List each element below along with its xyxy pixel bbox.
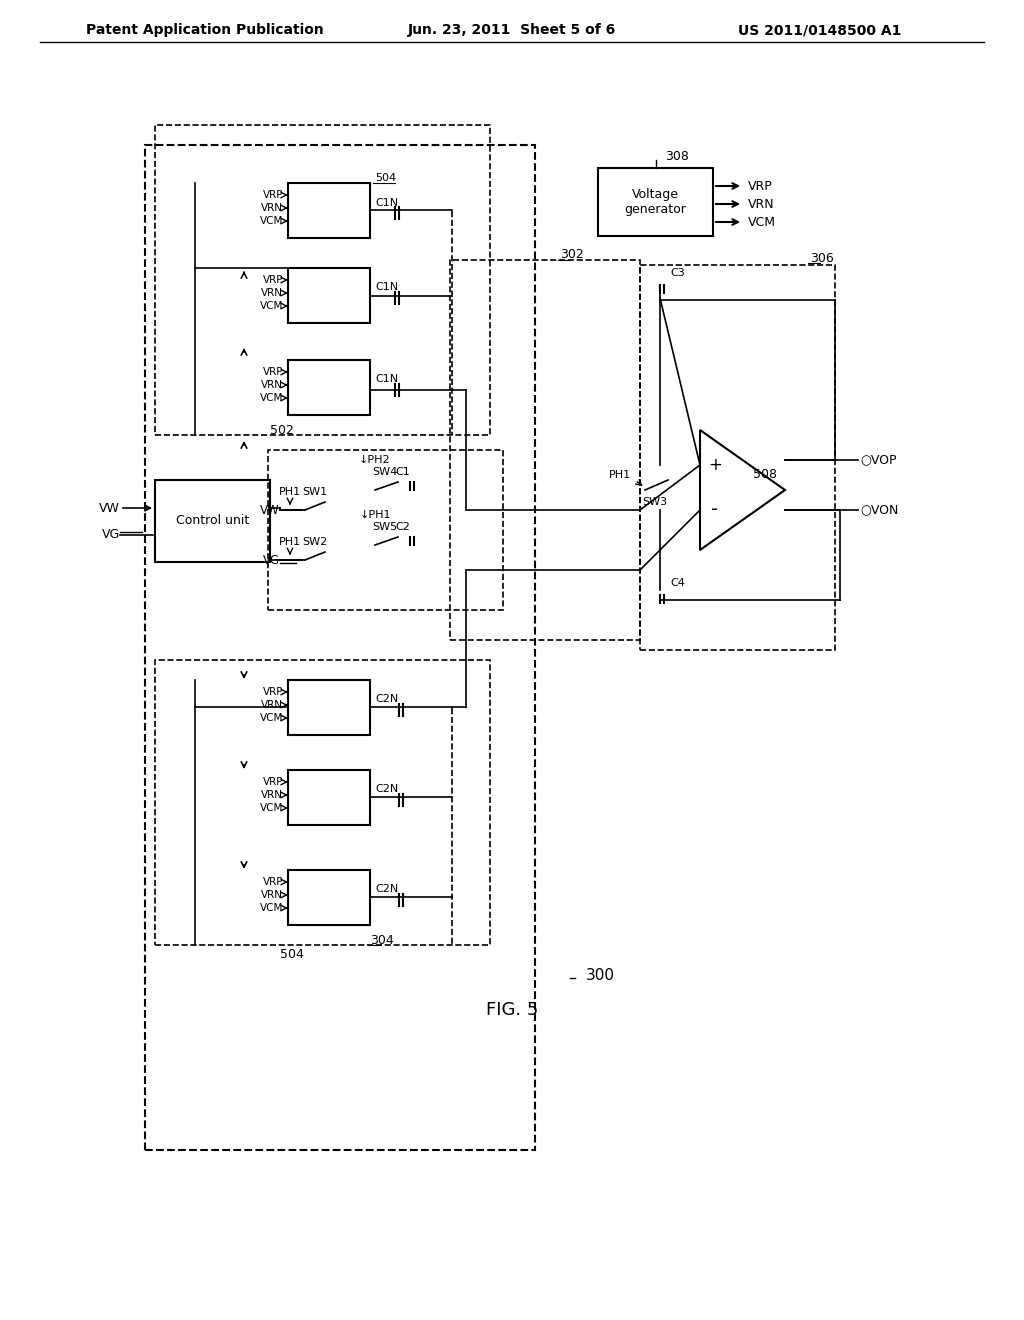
Bar bbox=[288, 360, 370, 414]
Text: VCM: VCM bbox=[260, 713, 283, 723]
Bar bbox=[288, 183, 370, 238]
Text: VRP: VRP bbox=[262, 275, 283, 285]
Text: PH1: PH1 bbox=[609, 470, 631, 480]
Text: ↓PH2: ↓PH2 bbox=[359, 455, 391, 465]
Text: VRN: VRN bbox=[261, 380, 283, 389]
Text: VG: VG bbox=[101, 528, 120, 541]
Text: C3: C3 bbox=[670, 268, 685, 279]
Bar bbox=[288, 870, 370, 925]
Text: VCM: VCM bbox=[260, 216, 283, 226]
Text: 508: 508 bbox=[753, 469, 776, 482]
Text: C4: C4 bbox=[670, 578, 685, 587]
Text: SW3: SW3 bbox=[642, 498, 668, 507]
Text: FIG. 5: FIG. 5 bbox=[485, 1001, 539, 1019]
Text: C2N: C2N bbox=[375, 784, 398, 795]
Text: SW4: SW4 bbox=[373, 467, 397, 477]
Bar bbox=[155, 125, 490, 436]
Text: VRP: VRP bbox=[262, 367, 283, 378]
Text: 302: 302 bbox=[560, 248, 584, 261]
Text: VCM: VCM bbox=[260, 903, 283, 913]
Text: C1: C1 bbox=[395, 467, 410, 477]
Text: ↓PH1: ↓PH1 bbox=[359, 510, 391, 520]
Text: 502: 502 bbox=[270, 424, 294, 437]
Text: SW1: SW1 bbox=[302, 487, 328, 498]
Bar bbox=[288, 268, 370, 323]
Text: C2: C2 bbox=[395, 521, 410, 532]
Text: 304: 304 bbox=[370, 933, 394, 946]
Text: C1N: C1N bbox=[375, 375, 398, 384]
Text: VRP: VRP bbox=[262, 190, 283, 201]
Text: C1N: C1N bbox=[375, 198, 398, 207]
Text: VCM: VCM bbox=[260, 393, 283, 403]
Text: VW: VW bbox=[99, 502, 120, 515]
Text: VW: VW bbox=[260, 503, 280, 516]
Text: 504: 504 bbox=[280, 949, 304, 961]
Text: VRP: VRP bbox=[748, 180, 773, 193]
Text: C1N: C1N bbox=[375, 282, 398, 293]
Text: VRP: VRP bbox=[262, 876, 283, 887]
Text: VRN: VRN bbox=[261, 203, 283, 213]
Text: ○VON: ○VON bbox=[860, 503, 898, 516]
Text: VG: VG bbox=[263, 553, 280, 566]
Text: Control unit: Control unit bbox=[176, 515, 249, 528]
Bar bbox=[155, 660, 490, 945]
Text: SW2: SW2 bbox=[302, 537, 328, 546]
Text: ○VOP: ○VOP bbox=[860, 454, 896, 466]
Text: VCM: VCM bbox=[260, 301, 283, 312]
Bar bbox=[268, 450, 503, 610]
Text: VRN: VRN bbox=[261, 700, 283, 710]
Text: PH1: PH1 bbox=[279, 537, 301, 546]
Text: VRN: VRN bbox=[261, 288, 283, 298]
Bar bbox=[155, 480, 270, 562]
Bar bbox=[598, 168, 713, 236]
Bar bbox=[145, 145, 535, 1150]
Bar bbox=[288, 770, 370, 825]
Text: VRN: VRN bbox=[261, 789, 283, 800]
Text: VRP: VRP bbox=[262, 777, 283, 787]
Text: C2N: C2N bbox=[375, 884, 398, 895]
Text: US 2011/0148500 A1: US 2011/0148500 A1 bbox=[738, 22, 902, 37]
Bar bbox=[640, 265, 835, 649]
Bar bbox=[288, 680, 370, 735]
Text: 306: 306 bbox=[810, 252, 834, 264]
Text: PH1: PH1 bbox=[279, 487, 301, 498]
Text: +: + bbox=[708, 455, 722, 474]
Text: 504: 504 bbox=[375, 173, 396, 183]
Text: Jun. 23, 2011  Sheet 5 of 6: Jun. 23, 2011 Sheet 5 of 6 bbox=[408, 22, 616, 37]
Text: Voltage
generator: Voltage generator bbox=[625, 187, 686, 216]
Text: Patent Application Publication: Patent Application Publication bbox=[86, 22, 324, 37]
Text: VRP: VRP bbox=[262, 686, 283, 697]
Bar bbox=[450, 260, 640, 640]
Text: VRN: VRN bbox=[748, 198, 774, 210]
Text: 300: 300 bbox=[586, 968, 614, 982]
Text: VCM: VCM bbox=[748, 215, 776, 228]
Text: -: - bbox=[712, 500, 719, 520]
Text: C2N: C2N bbox=[375, 694, 398, 705]
Text: VRN: VRN bbox=[261, 890, 283, 900]
Text: SW5: SW5 bbox=[373, 521, 397, 532]
Text: 308: 308 bbox=[666, 149, 689, 162]
Text: VCM: VCM bbox=[260, 803, 283, 813]
